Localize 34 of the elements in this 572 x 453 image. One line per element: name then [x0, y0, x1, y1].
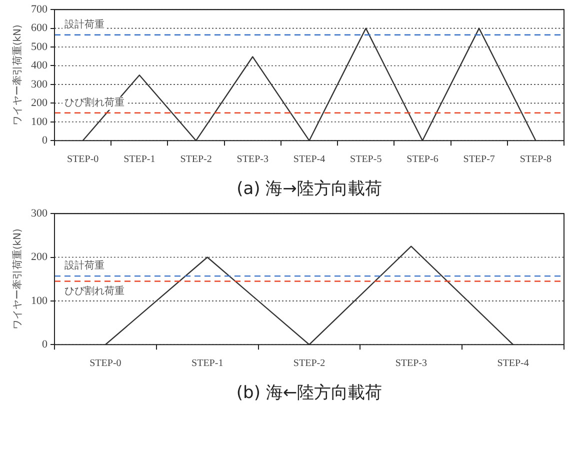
y-tick-label: 100	[31, 294, 48, 307]
y-tick-label: 200	[31, 251, 48, 264]
x-tick-label: STEP-2	[293, 358, 326, 370]
ref-line-label: ひび割れ荷重	[64, 284, 124, 297]
x-tick-label: STEP-3	[236, 154, 268, 166]
y-tick-label: 500	[31, 40, 48, 53]
x-tick-label: STEP-5	[350, 154, 382, 166]
x-axis-title: (a) 海→陸方向載荷	[236, 179, 382, 200]
y-tick-label: 100	[31, 116, 48, 128]
y-tick-label: 300	[31, 207, 48, 220]
y-tick-label: 0	[42, 134, 48, 146]
y-tick-label: 300	[31, 78, 48, 90]
y-tick-label: 600	[31, 22, 48, 34]
ref-line-label: 設計荷重	[64, 18, 104, 30]
y-axis-title: ワイヤー牽引荷重(kN)	[12, 24, 24, 126]
x-tick-label: STEP-1	[124, 154, 156, 166]
x-tick-label: STEP-0	[66, 154, 99, 166]
x-tick-label: STEP-0	[90, 358, 122, 370]
x-tick-label: STEP-3	[395, 358, 427, 370]
y-tick-label: 0	[42, 338, 48, 350]
x-tick-label: STEP-1	[192, 358, 224, 370]
y-tick-label: 700	[31, 3, 48, 16]
x-tick-label: STEP-7	[463, 154, 495, 166]
x-tick-label: STEP-2	[180, 154, 212, 166]
ref-line-label: 設計荷重	[64, 260, 104, 272]
x-tick-label: STEP-8	[520, 154, 552, 166]
x-tick-label: STEP-4	[497, 358, 529, 370]
x-tick-label: STEP-6	[406, 154, 438, 166]
x-tick-label: STEP-4	[293, 154, 326, 166]
y-tick-label: 200	[31, 97, 48, 110]
y-axis-title: ワイヤー牽引荷重(kN)	[12, 228, 24, 330]
ref-line-label: ひび割れ荷重	[64, 96, 124, 108]
y-tick-label: 400	[31, 60, 48, 72]
x-axis-title: (b) 海←陸方向載荷	[236, 383, 382, 404]
